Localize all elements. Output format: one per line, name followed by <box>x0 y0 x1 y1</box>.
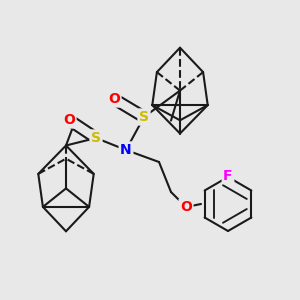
Text: F: F <box>223 169 233 182</box>
Text: O: O <box>108 92 120 106</box>
Text: S: S <box>139 110 149 124</box>
Text: O: O <box>180 200 192 214</box>
Text: O: O <box>63 113 75 127</box>
Text: N: N <box>120 143 132 157</box>
Text: S: S <box>91 131 101 145</box>
